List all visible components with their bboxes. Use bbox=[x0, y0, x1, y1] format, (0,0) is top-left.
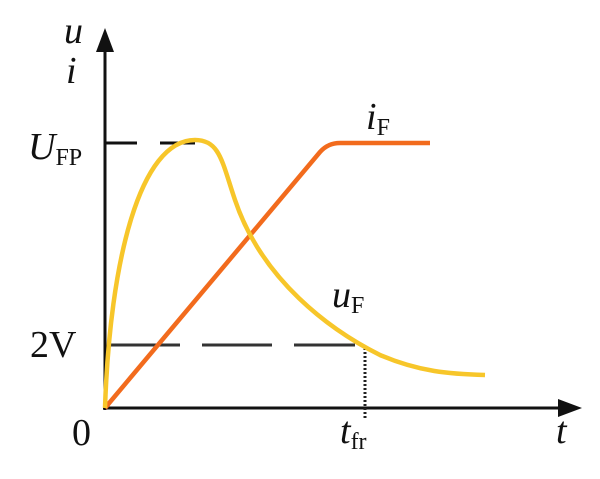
tfr-label-sub: fr bbox=[350, 429, 367, 455]
if-label: iF bbox=[366, 98, 390, 140]
two-volt-label: 2V bbox=[30, 324, 77, 366]
current-curve-if bbox=[103, 140, 430, 410]
ufp-label-sub: FP bbox=[55, 145, 83, 171]
x-axis-label-t: t bbox=[556, 410, 567, 452]
y-axis-arrow bbox=[96, 28, 114, 52]
x-axis-arrow bbox=[558, 399, 582, 417]
tfr-label-main: t bbox=[340, 410, 351, 452]
ufp-label-main: U bbox=[28, 126, 56, 168]
tfr-label: tfr bbox=[340, 412, 367, 454]
if-label-sub: F bbox=[376, 115, 390, 141]
y-axis-label-i: i bbox=[66, 50, 77, 92]
y-axis-label-u: u bbox=[64, 10, 83, 52]
uf-label-sub: F bbox=[351, 293, 365, 319]
uf-label: uF bbox=[332, 276, 364, 318]
uf-label-main: u bbox=[332, 274, 351, 316]
origin-label: 0 bbox=[72, 412, 91, 454]
voltage-curve-uf bbox=[102, 137, 486, 409]
if-label-main: i bbox=[366, 96, 377, 138]
ufp-label: UFP bbox=[28, 128, 82, 170]
